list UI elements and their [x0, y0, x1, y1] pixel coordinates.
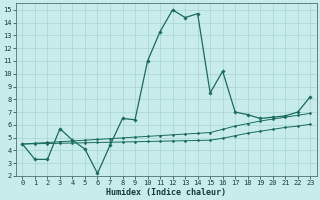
- X-axis label: Humidex (Indice chaleur): Humidex (Indice chaleur): [106, 188, 226, 197]
